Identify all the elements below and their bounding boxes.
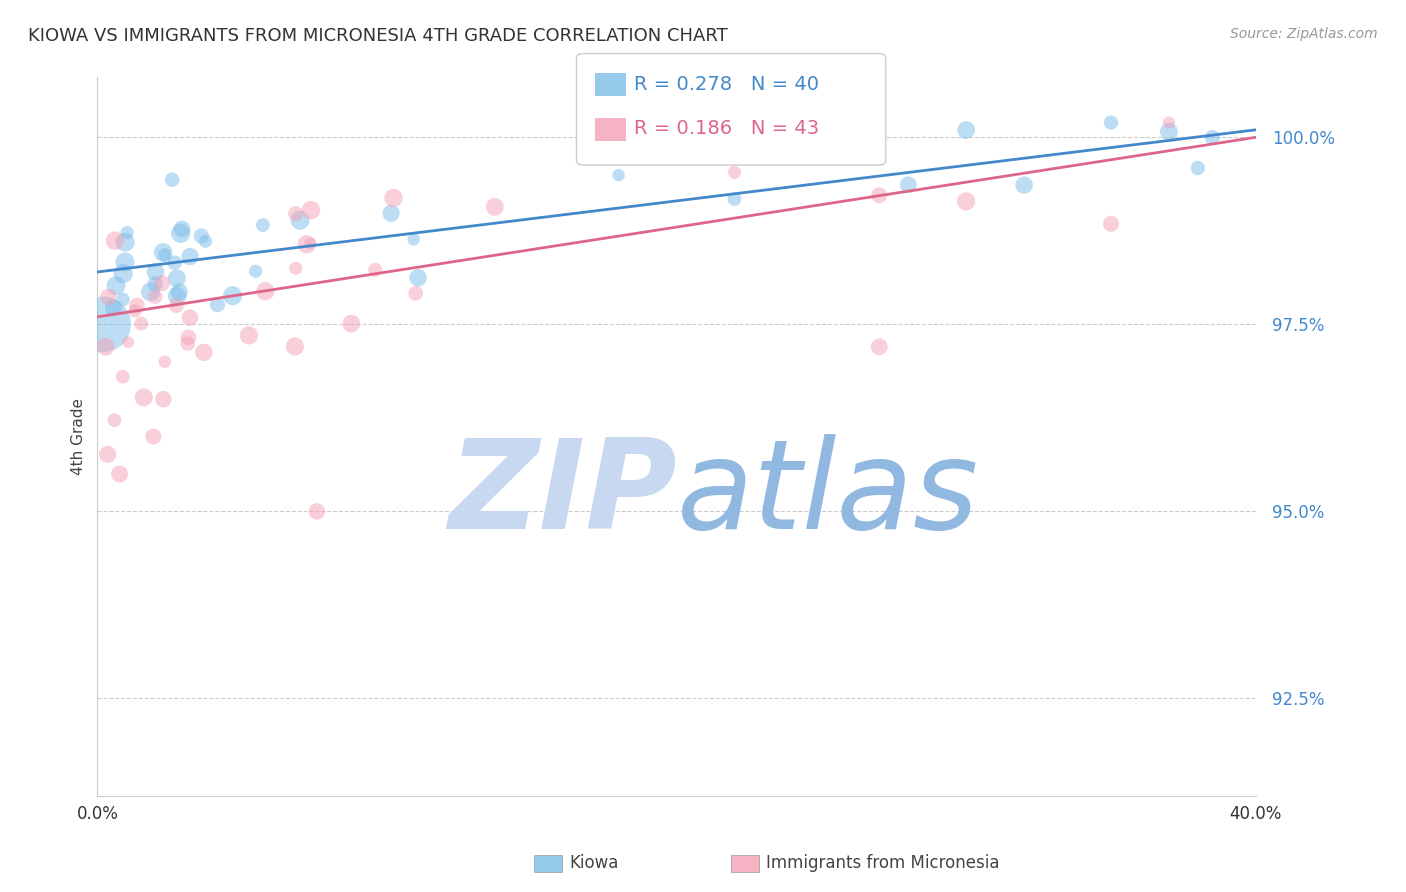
Point xyxy=(207,298,229,312)
Point xyxy=(607,168,630,182)
Point xyxy=(115,226,138,240)
Point xyxy=(150,276,173,290)
Point xyxy=(295,237,318,252)
Point xyxy=(143,277,166,291)
Point xyxy=(160,172,183,186)
Point xyxy=(868,340,890,354)
Point xyxy=(153,355,176,369)
Point xyxy=(299,236,322,251)
Point xyxy=(380,206,402,220)
Point xyxy=(91,318,114,332)
Point xyxy=(238,328,260,343)
Point xyxy=(284,261,307,276)
Point xyxy=(955,123,977,137)
Point xyxy=(166,289,188,303)
Point xyxy=(868,188,890,202)
Point xyxy=(127,298,149,312)
Point xyxy=(1099,217,1122,231)
Point xyxy=(97,447,120,461)
Point xyxy=(114,235,136,250)
Point xyxy=(179,250,201,264)
Point xyxy=(132,390,155,404)
Point xyxy=(723,165,745,179)
Point xyxy=(1187,161,1209,175)
Point xyxy=(1157,116,1180,130)
Point xyxy=(166,271,188,285)
Point xyxy=(252,218,274,232)
Y-axis label: 4th Grade: 4th Grade xyxy=(72,398,86,475)
Point xyxy=(167,285,190,300)
Point xyxy=(129,317,152,331)
Point xyxy=(406,270,429,285)
Point xyxy=(897,178,920,192)
Point xyxy=(1201,130,1223,145)
Text: ZIP: ZIP xyxy=(449,434,676,555)
Point xyxy=(254,284,277,298)
Point xyxy=(152,245,174,260)
Point xyxy=(402,232,425,246)
Text: Source: ZipAtlas.com: Source: ZipAtlas.com xyxy=(1230,27,1378,41)
Point xyxy=(112,267,135,281)
Point xyxy=(117,335,139,350)
Point xyxy=(139,285,162,299)
Point xyxy=(143,290,166,304)
Text: Immigrants from Micronesia: Immigrants from Micronesia xyxy=(766,855,1000,872)
Point xyxy=(1099,115,1122,129)
Point xyxy=(340,317,363,331)
Point xyxy=(364,262,387,277)
Point xyxy=(1157,125,1180,139)
Point xyxy=(176,336,198,351)
Point xyxy=(299,203,322,218)
Point xyxy=(111,369,134,384)
Point xyxy=(190,229,212,244)
Point xyxy=(108,467,131,481)
Point xyxy=(114,255,136,269)
Point xyxy=(723,192,745,206)
Point xyxy=(284,207,307,221)
Point xyxy=(284,339,307,353)
Point xyxy=(163,255,186,269)
Text: R = 0.278   N = 40: R = 0.278 N = 40 xyxy=(634,75,820,95)
Point xyxy=(169,227,191,241)
Point xyxy=(221,288,243,302)
Text: Kiowa: Kiowa xyxy=(569,855,619,872)
Point xyxy=(94,340,117,354)
Point xyxy=(143,265,166,279)
Point xyxy=(245,264,267,278)
Point xyxy=(194,234,217,248)
Point xyxy=(405,286,427,301)
Point xyxy=(305,504,328,518)
Point xyxy=(105,278,128,293)
Text: R = 0.186   N = 43: R = 0.186 N = 43 xyxy=(634,119,820,138)
Point xyxy=(177,330,200,344)
Point xyxy=(103,413,125,427)
Point xyxy=(193,345,215,359)
Point xyxy=(484,200,506,214)
Point xyxy=(170,222,193,236)
Point xyxy=(124,303,146,318)
Point xyxy=(152,392,174,407)
Point xyxy=(103,301,125,315)
Point xyxy=(288,213,311,227)
Text: KIOWA VS IMMIGRANTS FROM MICRONESIA 4TH GRADE CORRELATION CHART: KIOWA VS IMMIGRANTS FROM MICRONESIA 4TH … xyxy=(28,27,728,45)
Text: atlas: atlas xyxy=(676,434,979,555)
Point xyxy=(97,290,120,304)
Point xyxy=(153,248,176,262)
Point xyxy=(1012,178,1035,193)
Point xyxy=(142,429,165,443)
Point xyxy=(578,144,600,158)
Point xyxy=(112,293,135,307)
Point xyxy=(955,194,977,209)
Point xyxy=(104,234,127,248)
Point xyxy=(382,191,405,205)
Point xyxy=(179,310,201,325)
Point xyxy=(165,299,187,313)
